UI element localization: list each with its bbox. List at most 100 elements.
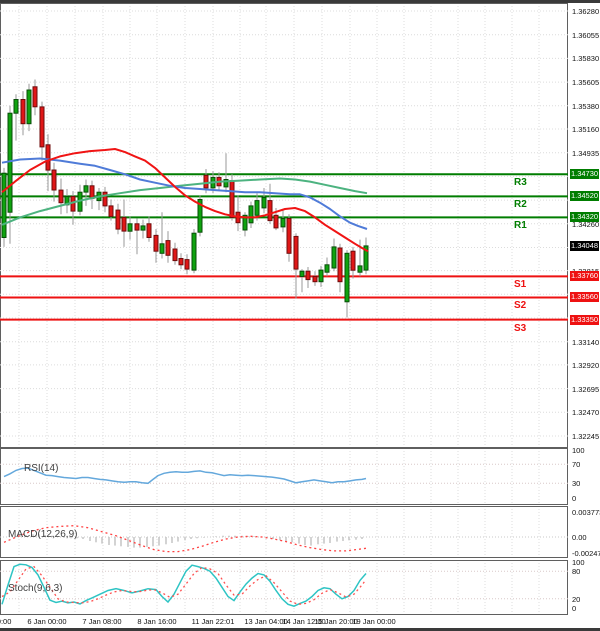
- price-tick: 1.33140: [572, 338, 600, 347]
- candle: [312, 275, 318, 283]
- rsi-tick: 70: [572, 460, 581, 469]
- candle: [184, 259, 190, 270]
- rsi-panel[interactable]: [0, 448, 568, 505]
- rsi-tick: 30: [572, 479, 581, 488]
- level-price-box-S2: 1.33560: [570, 292, 599, 302]
- candle: [337, 247, 343, 283]
- candle: [191, 232, 197, 271]
- stoch-indicator-label: Stoch(9,6,3): [8, 583, 63, 594]
- candle: [299, 270, 305, 278]
- rsi-tick: 0: [572, 494, 577, 503]
- candle: [286, 218, 292, 254]
- candle: [172, 248, 178, 262]
- level-tag-R2: R2: [514, 199, 527, 210]
- price-chart-panel[interactable]: [0, 3, 568, 448]
- window-top-border: [0, 0, 600, 3]
- candle: [350, 250, 356, 271]
- macd-tick: 0.003773: [572, 508, 600, 517]
- date-tick: 15 Jan 20:00: [314, 617, 358, 626]
- candle: [1, 172, 7, 238]
- price-tick: 1.36280: [572, 7, 600, 16]
- candle: [89, 185, 95, 199]
- candle: [153, 234, 159, 252]
- date-tick: 19 Jan 00:00: [352, 617, 396, 626]
- candle: [26, 89, 32, 125]
- candle: [115, 209, 121, 230]
- candle: [261, 196, 267, 209]
- date-tick: 11 Jan 22:01: [191, 617, 235, 626]
- candle: [331, 246, 337, 269]
- current-price-box: 1.34048: [570, 241, 599, 251]
- level-price-box-S1: 1.33760: [570, 271, 599, 281]
- candle: [203, 174, 209, 189]
- price-tick: 1.32245: [572, 432, 600, 441]
- candle: [32, 86, 38, 108]
- macd-tick: 0.00: [572, 533, 587, 542]
- ma-line-red: [1, 148, 369, 253]
- price-tick: 1.32470: [572, 408, 600, 417]
- candle: [13, 99, 19, 114]
- stoch-tick: 100: [572, 558, 585, 567]
- macd-signal-line: [3, 525, 367, 553]
- candle: [140, 225, 146, 231]
- candle: [134, 223, 140, 231]
- stoch-tick: 20: [572, 595, 581, 604]
- date-tick: 7 Jan 08:00: [82, 617, 122, 626]
- candle: [7, 112, 13, 213]
- candle: [293, 235, 299, 270]
- macd-panel[interactable]: [0, 506, 568, 558]
- stoch-tick: 80: [572, 567, 581, 576]
- candle: [223, 179, 229, 188]
- date-tick: 14 Jan 12:00: [282, 617, 326, 626]
- price-tick: 1.34260: [572, 220, 600, 229]
- stoch-panel[interactable]: [0, 560, 568, 615]
- macd-indicator-label: MACD(12,26,9): [8, 529, 78, 540]
- candle: [357, 265, 363, 273]
- candle: [242, 214, 248, 231]
- level-price-box-R2: 1.34520: [570, 191, 599, 201]
- stoch-tick: 0: [572, 604, 577, 613]
- level-tag-S2: S2: [514, 300, 527, 311]
- ma-line-blue: [1, 157, 368, 230]
- candle: [45, 144, 51, 171]
- rsi-indicator-label: RSI(14): [24, 463, 59, 474]
- rsi-line: [3, 467, 367, 485]
- candle: [83, 185, 89, 193]
- level-tag-S3: S3: [514, 323, 527, 334]
- stoch-d-line: [1, 565, 367, 605]
- price-tick: 1.34935: [572, 149, 600, 158]
- window-bottom-border: [0, 628, 600, 631]
- price-tick: 1.35380: [572, 102, 600, 111]
- candle: [102, 191, 108, 207]
- candle-bodies: [1, 86, 369, 303]
- price-tick: 1.32920: [572, 361, 600, 370]
- level-price-box-S3: 1.33350: [570, 315, 599, 325]
- candle: [178, 258, 184, 266]
- date-tick: 20:00: [0, 617, 12, 626]
- candle: [51, 169, 57, 191]
- level-price-box-R1: 1.34320: [570, 212, 599, 222]
- price-tick: 1.32695: [572, 385, 600, 394]
- candle: [146, 223, 152, 239]
- candle: [324, 264, 330, 273]
- level-tag-R3: R3: [514, 177, 527, 188]
- ma-line-green: [1, 177, 368, 226]
- candle: [121, 216, 127, 232]
- stoch-k-line: [1, 563, 367, 608]
- macd-tick: -0.002476: [572, 549, 600, 558]
- level-price-box-R3: 1.34730: [570, 169, 599, 179]
- candle: [20, 99, 26, 125]
- candle: [127, 223, 133, 232]
- candle: [165, 240, 171, 256]
- candle: [273, 214, 279, 229]
- candle: [39, 106, 45, 148]
- candle: [229, 180, 235, 219]
- candle: [58, 189, 64, 204]
- date-tick: 13 Jan 04:00: [244, 617, 288, 626]
- price-tick: 1.36055: [572, 31, 600, 40]
- candle: [344, 252, 350, 303]
- candle: [248, 205, 254, 224]
- candle: [363, 245, 369, 271]
- candle: [280, 218, 286, 228]
